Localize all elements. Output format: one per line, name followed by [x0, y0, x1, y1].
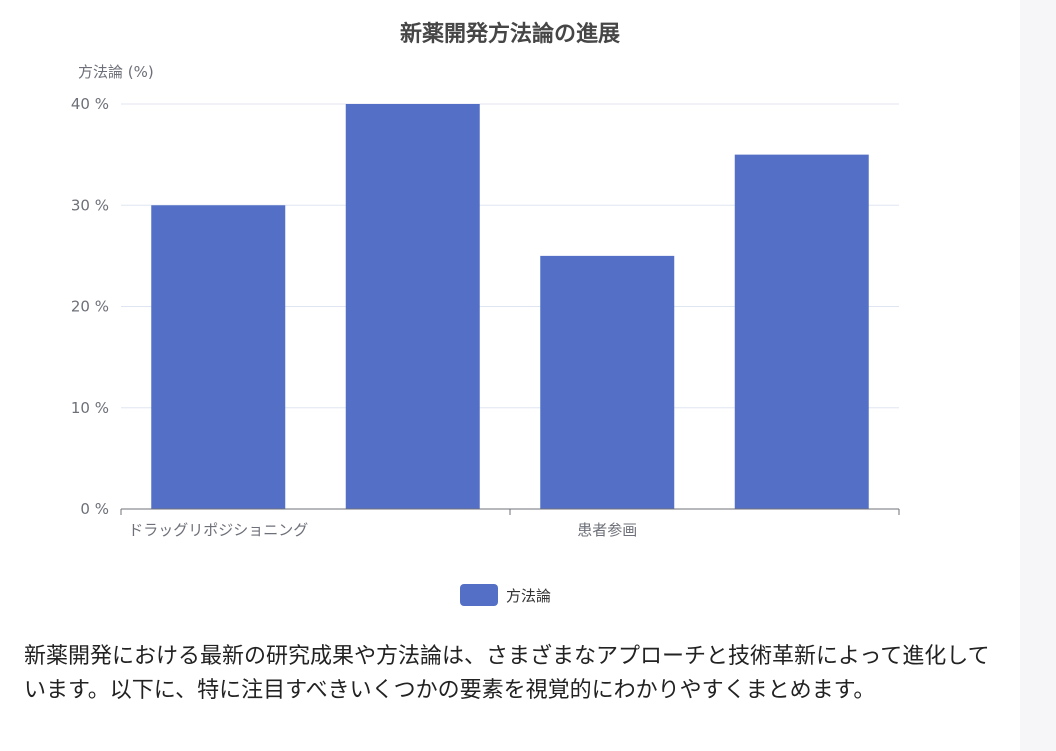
legend-label: 方法論 [506, 586, 552, 605]
description-paragraph: 新薬開発における最新の研究成果や方法論は、さまざまなアプローチと技術革新によって… [24, 644, 990, 703]
y-axis-title: 方法論 (%) [78, 63, 154, 81]
y-tick-label: 40 % [71, 95, 109, 113]
bar[interactable] [540, 255, 675, 509]
x-axis [120, 508, 900, 515]
chart-title: 新薬開発方法論の進展 [399, 22, 620, 47]
y-tick-label: 0 % [80, 500, 109, 518]
right-gutter [1020, 0, 1056, 751]
legend-swatch [460, 584, 498, 606]
x-tick-label: ドラッグリポジショニング [128, 521, 308, 539]
bars [151, 104, 869, 509]
bar[interactable] [345, 104, 480, 509]
legend[interactable]: 方法論 [460, 583, 551, 607]
y-tick-label: 10 % [71, 399, 109, 417]
bar[interactable] [151, 205, 286, 509]
bar-chart: 0 % 10 % 20 % 30 % 40 % 方法論 (%) ドラッグリポジショニング 患者… [71, 63, 900, 539]
bar[interactable] [734, 154, 869, 509]
x-tick-label: 患者参画 [577, 521, 637, 539]
y-tick-label: 30 % [71, 196, 109, 214]
y-tick-label: 20 % [71, 298, 109, 316]
axis-labels: 0 % 10 % 20 % 30 % 40 % 方法論 (%) ドラッグリポジショニング 患者… [71, 63, 637, 539]
